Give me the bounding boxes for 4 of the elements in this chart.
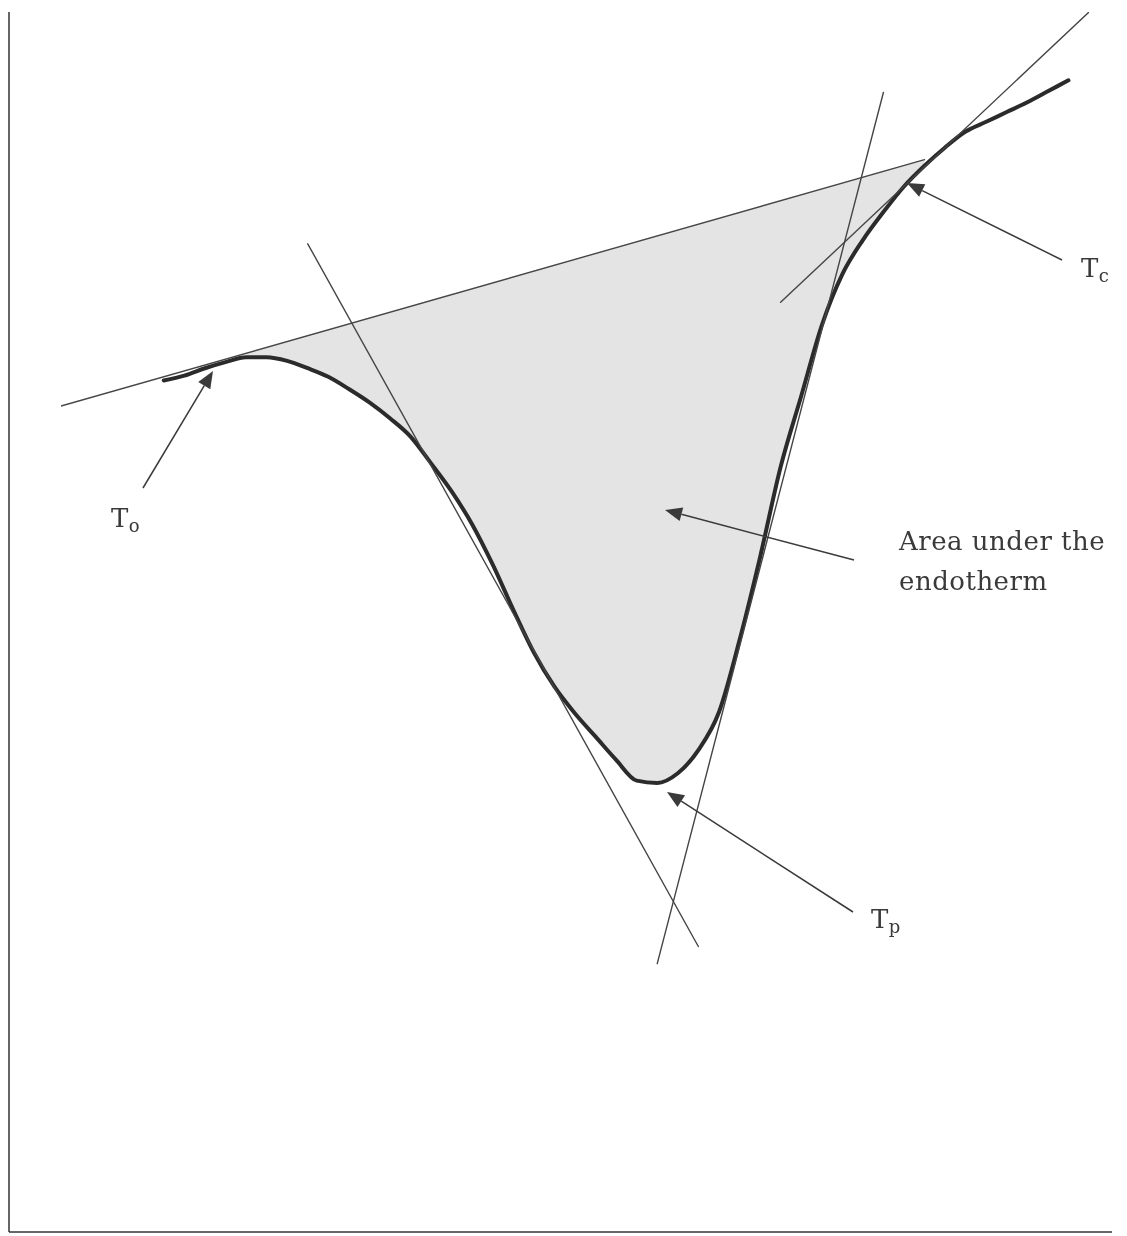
annotation: Area under the endotherm bbox=[898, 526, 1106, 596]
annotation: T$_{o}$ bbox=[111, 503, 141, 537]
annotation: T$_{p}$ bbox=[871, 904, 901, 938]
annotation: T$_{c}$ bbox=[1081, 253, 1110, 287]
